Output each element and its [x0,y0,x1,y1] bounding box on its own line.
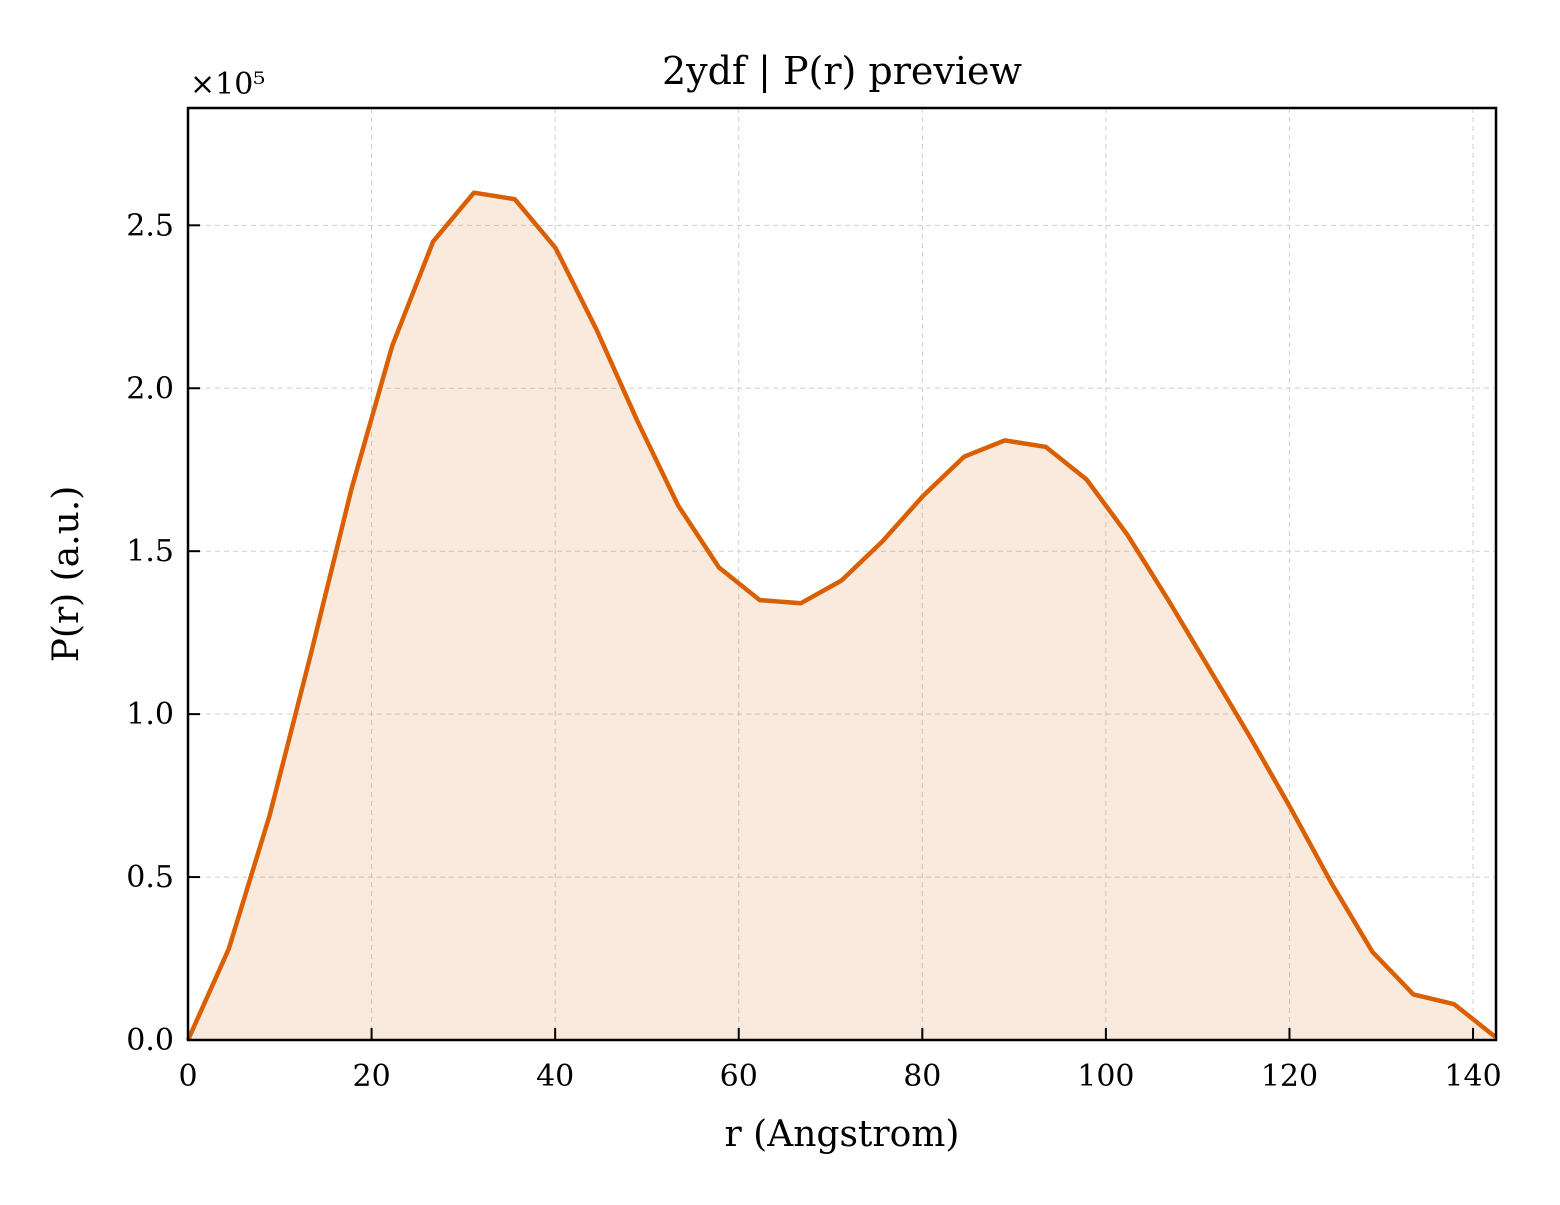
data-point [268,813,272,817]
plot-frame [186,106,1498,1042]
series-line [185,190,1497,1041]
data-point [880,539,884,543]
data-point [1289,807,1293,811]
axis-ticks: 0 20 40 60 80 100 120 140 0.0 0.5 1.0 1.5 2.0 2.5 [126,208,1501,1094]
data-point [309,653,313,657]
y-axis-label: P(r) (a.u.) [46,486,87,663]
data-point [676,504,680,508]
x-tick-label: 40 [536,1059,574,1094]
data-point [431,240,435,244]
data-point [513,197,517,201]
data-point [1411,992,1415,996]
x-tick-label: 20 [352,1059,390,1094]
y-tick-label: 1.0 [126,697,174,732]
x-tick-label: 140 [1444,1059,1501,1094]
data-point [1044,445,1048,449]
data-point [1207,667,1211,671]
data-point [840,579,844,583]
chart-title: 2ydf | P(r) preview [662,49,1023,93]
data-point [921,494,925,498]
data-point [1452,1002,1456,1006]
y-offset-label: ×10⁵ [190,67,265,102]
y-tick-label: 0.5 [126,860,174,895]
data-point [1003,438,1007,442]
data-point [594,328,598,332]
data-point [962,455,966,459]
data-point [472,191,476,195]
data-point [799,601,803,605]
data-point [1248,735,1252,739]
data-point [1371,950,1375,954]
x-axis-label: r (Angstrom) [725,1114,960,1155]
data-point [1125,533,1129,537]
x-tick-label: 80 [903,1059,941,1094]
y-tick-label: 2.0 [126,371,174,406]
data-point [1085,477,1089,481]
data-point [1166,598,1170,602]
data-point [227,947,231,951]
y-tick-label: 0.0 [126,1023,174,1058]
y-tick-label: 2.5 [126,208,174,243]
x-tick-label: 60 [720,1059,758,1094]
x-tick-label: 0 [178,1059,197,1094]
data-point [554,246,558,250]
y-tick-label: 1.5 [126,534,174,569]
x-tick-label: 100 [1077,1059,1134,1094]
data-point [1330,882,1334,886]
data-point [390,344,394,348]
x-tick-label: 120 [1261,1059,1318,1094]
data-point [758,598,762,602]
series-area-fill [188,192,1496,1040]
data-point [635,419,639,423]
data-point [717,565,721,569]
data-point [349,487,353,491]
